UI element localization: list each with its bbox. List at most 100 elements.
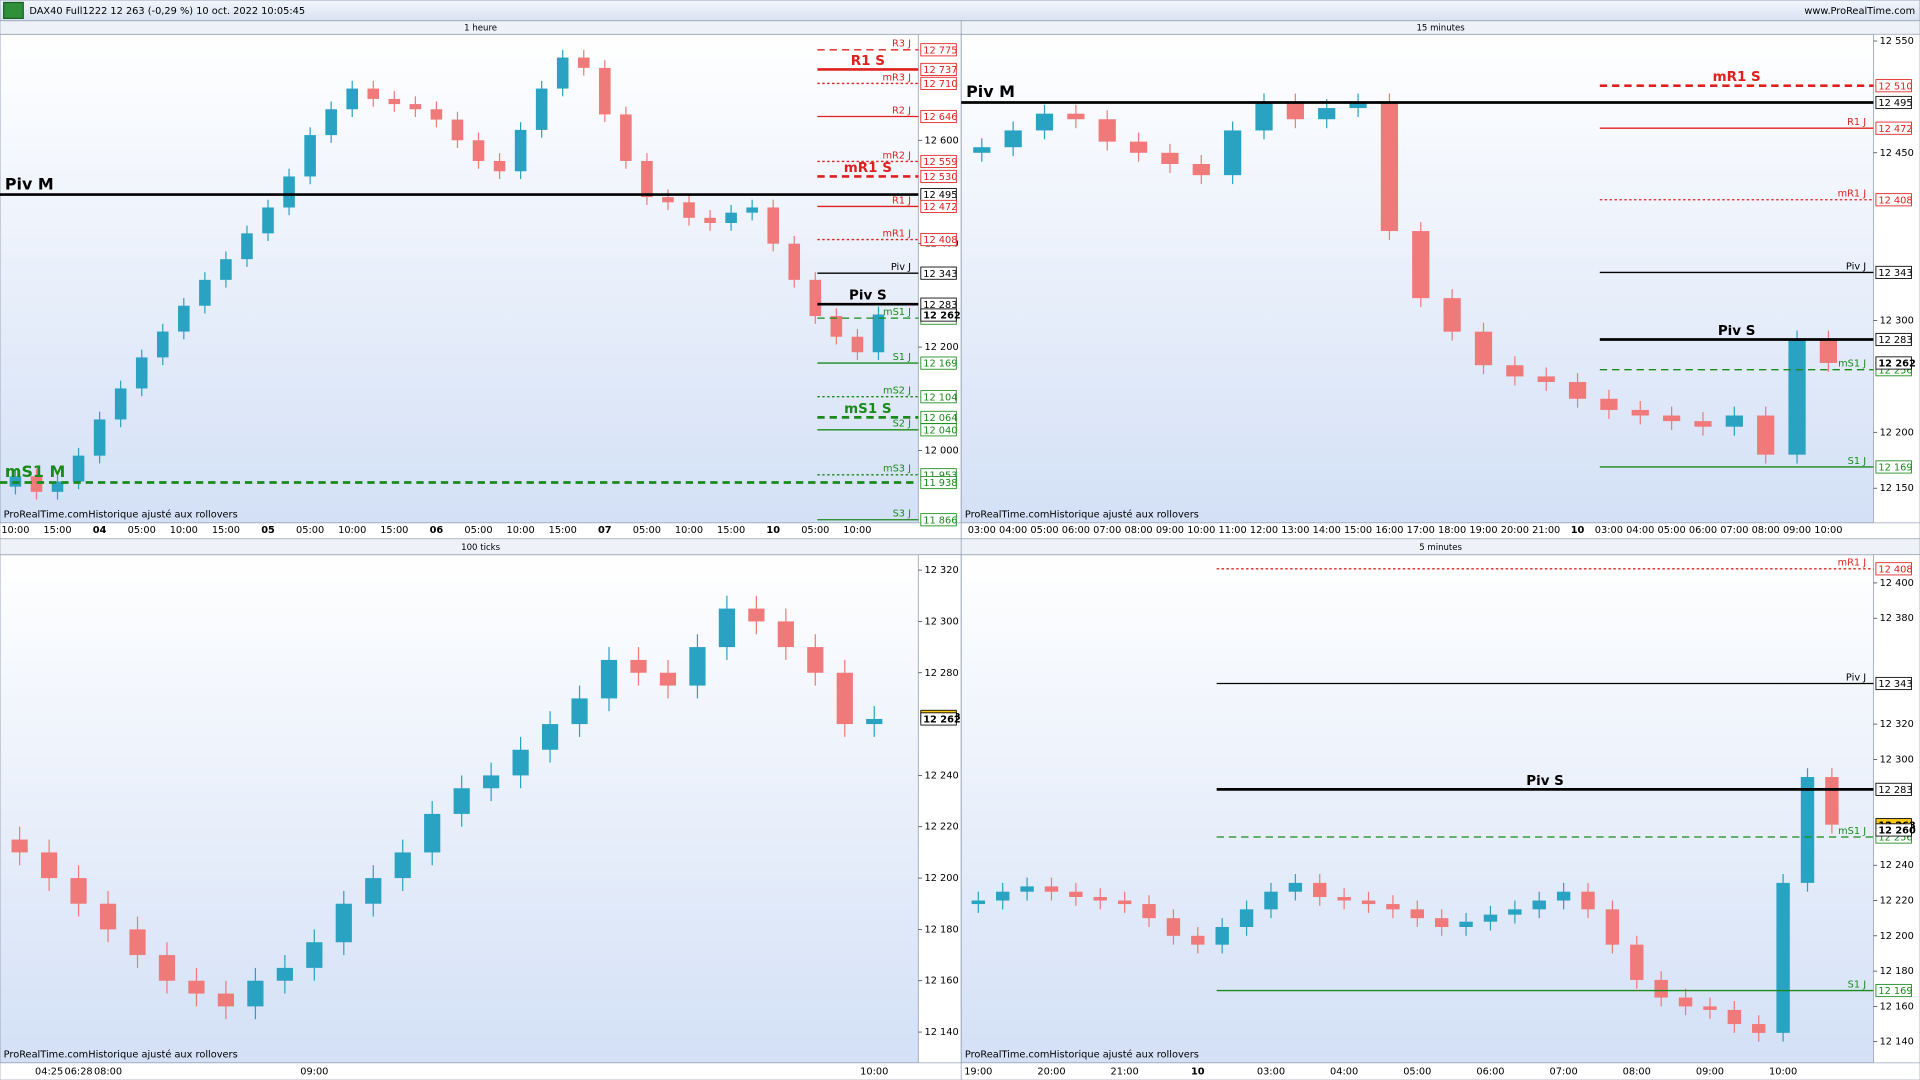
y-tick-label: 12 400: [1880, 578, 1914, 589]
level-label: mS1 J: [883, 307, 911, 318]
candle-body: [93, 419, 106, 456]
candle-body: [1568, 381, 1587, 399]
x-tick-label: 05:00: [801, 525, 829, 536]
x-tick-label: 03:00: [1595, 525, 1623, 536]
level-price-label: 12 775: [923, 45, 957, 56]
x-tick-label: 12:00: [1250, 525, 1278, 536]
level-price-tag: [1875, 193, 1912, 207]
x-tick-label: 15:00: [549, 525, 577, 536]
x-tick-label: 15:00: [717, 525, 745, 536]
candle-body: [1727, 1009, 1742, 1025]
y-tick-label: 12 150: [1880, 483, 1914, 494]
candle-body: [1161, 152, 1179, 164]
candle-body: [1215, 926, 1229, 945]
candle-body: [409, 104, 422, 110]
candle-body: [199, 279, 211, 306]
level-label: mR3 J: [882, 72, 911, 83]
candle-body: [99, 903, 117, 930]
y-tick-label: 12 200: [1880, 931, 1914, 942]
level-price-label: 12 710: [923, 79, 957, 90]
x-tick-label: 15:00: [212, 525, 240, 536]
level-label: R2 J: [892, 105, 911, 116]
candle-body: [72, 455, 85, 482]
level-price-label: 12 283: [1878, 335, 1912, 346]
level-label: mR1 J: [1838, 189, 1867, 200]
level-price-label: 12 510: [1878, 81, 1912, 92]
candle-body: [641, 160, 653, 198]
x-tick-label: 05:00: [1030, 525, 1058, 536]
candle-body: [217, 993, 235, 1007]
candle-body: [247, 980, 264, 1007]
y-tick-label: 12 240: [924, 770, 958, 781]
y-tick-label: 12 280: [924, 668, 958, 679]
y-tick-label: 12 320: [924, 565, 958, 576]
candle-body: [1318, 108, 1336, 120]
candle-body: [577, 57, 590, 68]
x-tick-label: 08:00: [1623, 1066, 1651, 1077]
y-tick-label: 12 600: [924, 135, 958, 146]
candle-body: [973, 147, 991, 153]
candle-body: [1069, 891, 1083, 897]
candle-body: [1443, 298, 1461, 332]
y-tick-label: 12 200: [924, 342, 958, 353]
candle-body: [995, 891, 1010, 901]
level-label: mR1 J: [1838, 558, 1867, 569]
level-price-label: 12 169: [1878, 463, 1912, 474]
price-tag: [1875, 356, 1912, 370]
candle-body: [1264, 891, 1278, 910]
candle-body: [1800, 777, 1815, 883]
level-label: S1 J: [1848, 456, 1866, 467]
candle-body: [571, 698, 588, 725]
price-tag-label: 12 262: [923, 311, 960, 322]
x-tick-label: 06: [430, 525, 444, 536]
level-label: Piv M: [966, 82, 1015, 101]
candle-body: [1825, 777, 1839, 825]
x-tick-label: 19:00: [964, 1066, 992, 1077]
x-tick-label: 21:00: [1111, 1066, 1139, 1077]
level-label: mS3 J: [883, 464, 911, 475]
x-tick-label: 10:00: [860, 1066, 888, 1077]
x-tick-label: 20:00: [1037, 1066, 1065, 1077]
price-axis: [918, 554, 962, 1064]
level-label: mR1 S: [844, 161, 892, 176]
level-label: mS1 S: [844, 402, 891, 417]
level-price-label: 12 169: [1878, 986, 1912, 997]
x-tick-label: 07:00: [1720, 525, 1748, 536]
candle-body: [1412, 231, 1430, 299]
level-price-tag: [1875, 265, 1912, 279]
level-price-tag: [920, 76, 957, 90]
candle-body: [659, 672, 677, 686]
level-price-label: 12 343: [923, 269, 957, 280]
candle-body: [1255, 102, 1273, 131]
level-price-label: 12 495: [923, 190, 957, 201]
level-price-tag: [920, 513, 957, 527]
candle-body: [276, 967, 293, 981]
level-price-tag: [920, 232, 957, 247]
x-tick-label: 09:00: [1156, 525, 1184, 536]
y-tick-label: 12 550: [1880, 36, 1914, 47]
level-price-label: 12 283: [923, 300, 957, 311]
candle-body: [1776, 882, 1790, 1033]
y-tick-label: 12 160: [924, 976, 958, 987]
y-tick-label: 12 300: [1880, 315, 1914, 326]
x-tick-label: 10:00: [675, 525, 703, 536]
candle-body: [40, 852, 58, 879]
candle-body: [51, 481, 64, 492]
candle-body: [1349, 102, 1367, 109]
x-tick-label: 10:00: [338, 525, 366, 536]
candle-body: [1386, 904, 1400, 910]
x-tick-label: 10:00: [170, 525, 198, 536]
x-tick-label: 10: [766, 525, 780, 536]
x-tick-label: 03:00: [1257, 1066, 1285, 1077]
panel-footer: ProRealTime.comHistorique ajusté aux rol…: [4, 508, 238, 520]
candle-body: [30, 476, 43, 492]
candle-body: [689, 647, 706, 686]
candle-body: [777, 621, 794, 648]
x-tick-label: 06:00: [1062, 525, 1090, 536]
x-tick-label: 05: [261, 525, 275, 536]
y-tick-label: 12 200: [1880, 427, 1914, 438]
candle-body: [1192, 163, 1210, 176]
window-title: DAX40 Full1222 12 263 (-0,29 %) 10 oct. …: [29, 6, 305, 17]
candle-body: [1506, 365, 1524, 377]
